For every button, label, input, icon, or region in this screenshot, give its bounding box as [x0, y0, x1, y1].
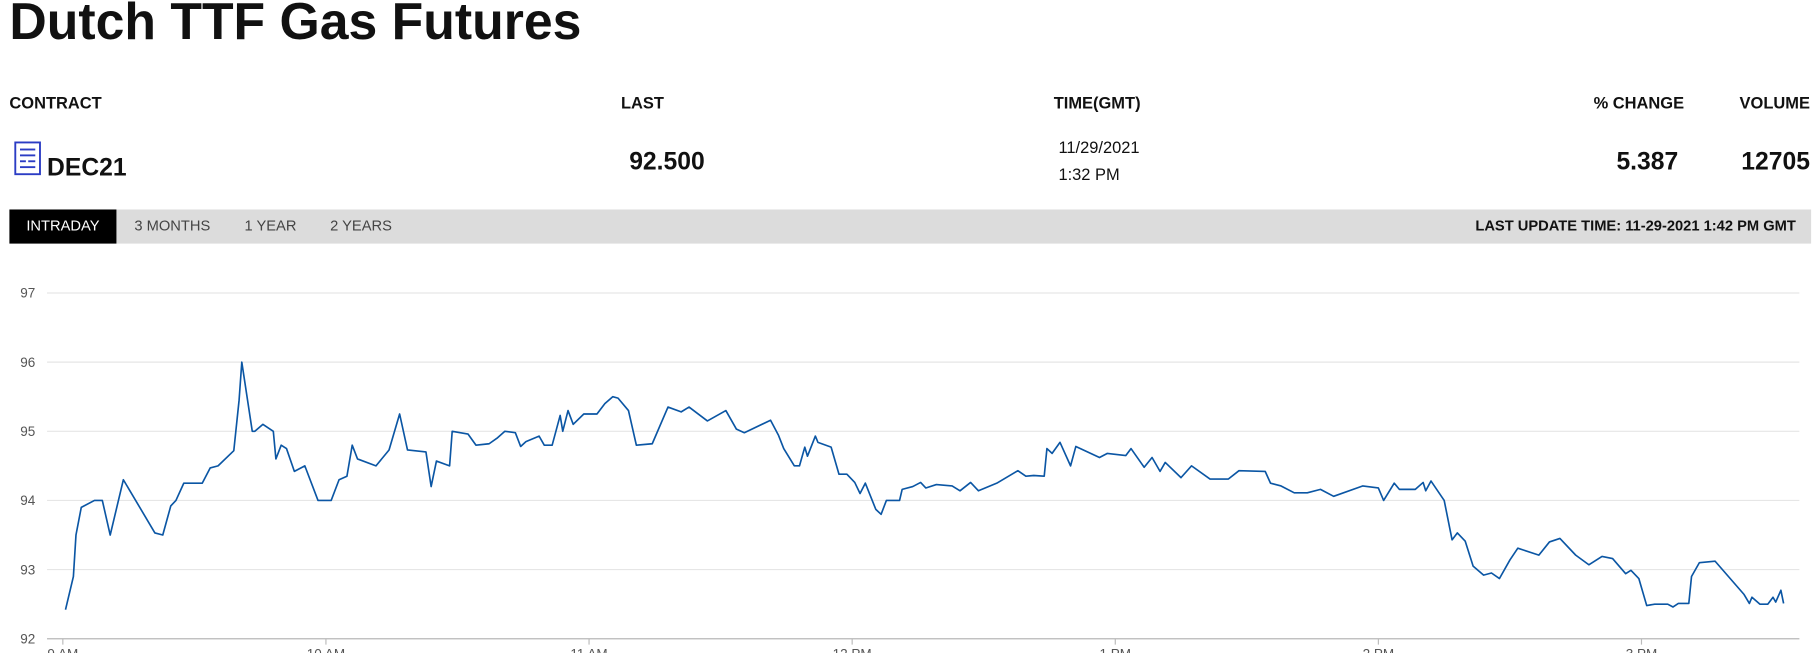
x-tick-label: 3 PM [1626, 647, 1658, 653]
x-tick-label: 1 PM [1099, 647, 1131, 653]
chart: 92 93 94 95 96 97 9 AM 10 AM 11 AM 12 PM 1 PM 2 PM 3… [20, 286, 1800, 653]
tab[interactable]: 1 YEAR [244, 219, 296, 235]
y-tick-label: 96 [20, 355, 35, 370]
last-price: 92.500 [629, 148, 705, 175]
tab-active[interactable] [9, 209, 117, 244]
x-tick-label: 2 PM [1363, 647, 1395, 653]
x-tick-label: 10 AM [307, 647, 345, 653]
y-tick-label: 94 [20, 493, 36, 508]
tab[interactable]: INTRADAY [26, 219, 99, 235]
column-header: LAST [621, 94, 664, 112]
volume: 12705 [1741, 148, 1810, 175]
tab[interactable]: 2 YEARS [330, 219, 392, 235]
percent-change: 5.387 [1616, 148, 1678, 175]
trade-time: 1:32 PM [1058, 166, 1119, 184]
contract-name[interactable]: DEC21 [47, 154, 127, 181]
tabs: INTRADAY 3 MONTHS 1 YEAR 2 YEARS [9, 209, 392, 244]
tab-bar [9, 209, 1812, 244]
column-header: CONTRACT [9, 94, 101, 112]
y-tick-label: 93 [20, 562, 35, 577]
x-tick-label: 9 AM [47, 647, 78, 653]
last-update: LAST UPDATE TIME: 11-29-2021 1:42 PM GMT [1475, 219, 1796, 235]
trade-date: 11/29/2021 [1058, 139, 1139, 157]
tab[interactable]: 3 MONTHS [134, 219, 210, 235]
x-tick-label: 12 PM [833, 647, 872, 653]
page-title: Dutch TTF Gas Futures [9, 0, 581, 50]
x-tick-label: 11 AM [570, 647, 607, 653]
price-line [64, 361, 1785, 610]
y-tick-label: 95 [20, 424, 35, 439]
column-header: VOLUME [1740, 94, 1810, 112]
y-tick-label: 92 [20, 631, 35, 646]
contract-icon[interactable] [14, 141, 41, 176]
column-header: % CHANGE [1594, 94, 1685, 112]
column-header: TIME(GMT) [1054, 94, 1141, 112]
y-tick-label: 97 [20, 286, 35, 301]
